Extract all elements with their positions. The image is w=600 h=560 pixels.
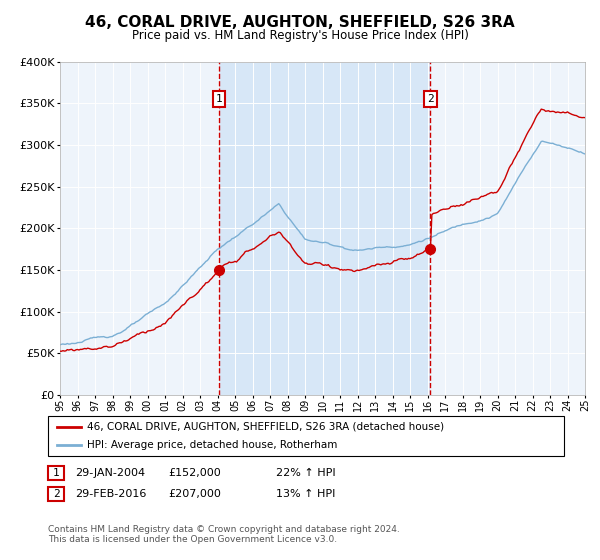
- Text: 1: 1: [53, 468, 59, 478]
- Text: 22% ↑ HPI: 22% ↑ HPI: [276, 468, 335, 478]
- Text: £152,000: £152,000: [168, 468, 221, 478]
- Text: 1: 1: [215, 94, 222, 104]
- Text: 2: 2: [53, 489, 59, 499]
- Text: HPI: Average price, detached house, Rotherham: HPI: Average price, detached house, Roth…: [87, 440, 337, 450]
- Text: Contains HM Land Registry data © Crown copyright and database right 2024.
This d: Contains HM Land Registry data © Crown c…: [48, 525, 400, 544]
- Text: 13% ↑ HPI: 13% ↑ HPI: [276, 489, 335, 499]
- Text: Price paid vs. HM Land Registry's House Price Index (HPI): Price paid vs. HM Land Registry's House …: [131, 29, 469, 43]
- Text: 29-FEB-2016: 29-FEB-2016: [75, 489, 146, 499]
- Text: 2: 2: [427, 94, 434, 104]
- Text: £207,000: £207,000: [168, 489, 221, 499]
- Text: 46, CORAL DRIVE, AUGHTON, SHEFFIELD, S26 3RA: 46, CORAL DRIVE, AUGHTON, SHEFFIELD, S26…: [85, 15, 515, 30]
- Text: 46, CORAL DRIVE, AUGHTON, SHEFFIELD, S26 3RA (detached house): 46, CORAL DRIVE, AUGHTON, SHEFFIELD, S26…: [87, 422, 444, 432]
- Bar: [219, 62, 430, 395]
- Text: 29-JAN-2004: 29-JAN-2004: [75, 468, 145, 478]
